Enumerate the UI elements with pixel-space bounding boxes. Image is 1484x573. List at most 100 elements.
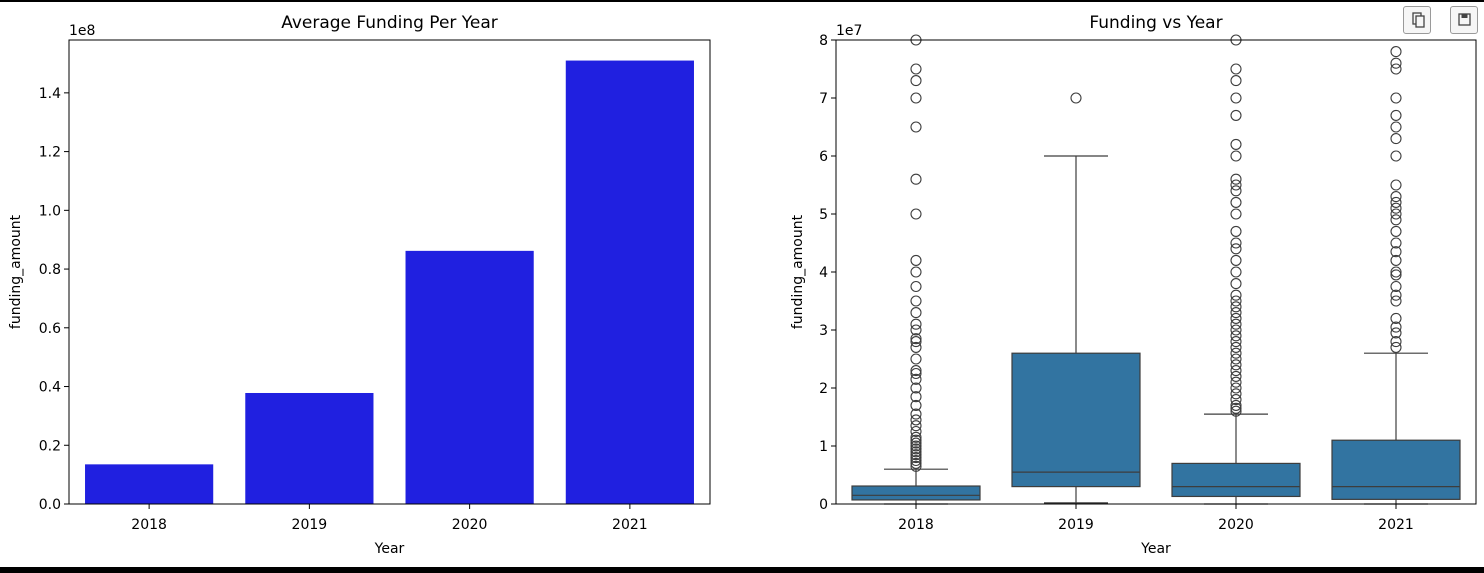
box-2020-outlier	[1230, 150, 1242, 162]
box-2020-outlier	[1230, 243, 1242, 255]
box-2018-outlier	[910, 434, 922, 446]
copy-icon	[1412, 12, 1425, 28]
box-2020-outlier	[1230, 109, 1242, 121]
box-2018-outlier	[910, 63, 922, 75]
y-tick-label: 0.8	[39, 262, 61, 278]
y-tick-label: 8	[819, 33, 828, 49]
box-2021-outlier	[1390, 121, 1402, 133]
box-2020-outlier	[1230, 388, 1242, 400]
x-tick-label: 2018	[898, 517, 934, 533]
box-2018-outlier	[910, 414, 922, 426]
box-2018-outlier	[910, 295, 922, 307]
box-2020-outlier	[1230, 394, 1242, 406]
axes-frame-1	[835, 39, 1477, 505]
box-2020-outlier	[1230, 254, 1242, 266]
box-2020-outlier	[1230, 318, 1242, 330]
box-2020-outlier	[1230, 295, 1242, 307]
box-2020-outlier	[1230, 405, 1242, 417]
box-2021-outlier	[1390, 327, 1402, 339]
bar-2021	[565, 60, 694, 505]
box-2021-outlier	[1390, 269, 1402, 281]
y-tick-label: 0.4	[39, 380, 61, 396]
box-2020-iqr	[1171, 462, 1301, 498]
x-tick-label: 2021	[612, 517, 648, 533]
box-2018-outlier	[910, 420, 922, 432]
box-2019-iqr	[1011, 352, 1141, 488]
box-2021-outlier	[1390, 266, 1402, 278]
save-button[interactable]	[1450, 6, 1478, 34]
box-2021-outlier	[1390, 92, 1402, 104]
box-2020-outlier	[1230, 324, 1242, 336]
box-2018-outlier	[910, 254, 922, 266]
x-tick-label: 2019	[292, 517, 328, 533]
box-2018-outlier	[910, 333, 922, 345]
y-tick-label: 1.0	[39, 203, 61, 219]
box-2021-iqr	[1331, 439, 1461, 500]
box-2021-outlier	[1390, 196, 1402, 208]
box-2020-outlier	[1230, 225, 1242, 237]
box-2018-outlier	[910, 341, 922, 353]
box-2020-outlier	[1230, 237, 1242, 249]
y-tick-label: 1.4	[39, 86, 61, 102]
box-2021-outlier	[1390, 202, 1402, 214]
box-2020-outlier	[1230, 196, 1242, 208]
box-2018-outlier	[910, 336, 922, 348]
box-2020-outlier	[1230, 330, 1242, 342]
box-2020-outlier	[1230, 63, 1242, 75]
y-tick-label: 5	[819, 207, 828, 223]
box-2018-outlier	[910, 457, 922, 469]
box-2020-outlier	[1230, 347, 1242, 359]
box-2021-outlier	[1390, 312, 1402, 324]
save-icon	[1458, 13, 1471, 26]
box-2020-outlier	[1230, 353, 1242, 365]
box-2021-outlier	[1390, 295, 1402, 307]
y-axis-label: funding_amount	[8, 214, 24, 329]
y-axis-label: funding_amount	[790, 214, 806, 329]
box-2020-outlier	[1230, 301, 1242, 313]
box-2021-outlier	[1390, 179, 1402, 191]
chart-title: Average Funding Per Year	[281, 13, 498, 33]
box-2020-outlier	[1230, 382, 1242, 394]
box-2018-outlier	[910, 449, 922, 461]
x-tick-label: 2021	[1378, 517, 1414, 533]
x-axis-label: Year	[374, 541, 405, 557]
box-2018-outlier	[910, 373, 922, 385]
box-2018-outlier	[910, 208, 922, 220]
box-2018-outlier	[910, 382, 922, 394]
box-2018-outlier	[910, 365, 922, 377]
x-axis-label: Year	[1140, 541, 1171, 557]
box-2021-outlier	[1390, 280, 1402, 293]
box-2021-outlier	[1390, 321, 1402, 333]
box-2020-outlier	[1230, 185, 1242, 197]
box-2021-outlier	[1390, 246, 1402, 258]
box-2020-outlier	[1230, 173, 1242, 185]
box-2021-outlier	[1390, 336, 1402, 348]
y-tick-label: 0	[819, 497, 828, 513]
box-2021-outlier	[1390, 225, 1402, 237]
box-2021-outlier	[1390, 214, 1402, 226]
bar-2018	[85, 464, 214, 504]
box-2018-outlier	[910, 266, 922, 278]
y-tick-label: 1.2	[39, 145, 61, 161]
box-2020-outlier	[1230, 359, 1242, 371]
box-2020-outlier	[1230, 365, 1242, 377]
copy-button[interactable]	[1403, 6, 1431, 34]
box-2018-outlier	[910, 121, 922, 133]
y-tick-label: 6	[819, 149, 828, 165]
box-2019-outlier	[1070, 92, 1082, 104]
bar-2020	[405, 250, 534, 504]
box-2021-outlier	[1390, 63, 1402, 75]
box-2021-outlier	[1390, 109, 1402, 121]
box-2020-outlier	[1230, 341, 1242, 353]
box-2018-outlier	[910, 454, 922, 467]
x-tick-label: 2019	[1058, 517, 1094, 533]
y-tick-label: 0.0	[39, 497, 61, 513]
axes-frame-0	[68, 39, 711, 505]
x-tick-label: 2020	[1218, 517, 1254, 533]
box-2018-outlier	[910, 173, 922, 185]
box-2018-outlier	[910, 280, 922, 293]
box-2020-outlier	[1230, 307, 1242, 319]
box-2021-outlier	[1390, 254, 1402, 266]
box-2020-outlier	[1230, 376, 1242, 388]
